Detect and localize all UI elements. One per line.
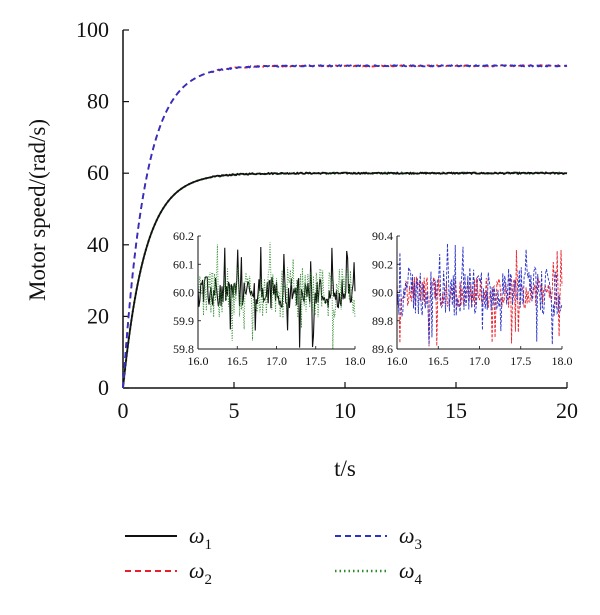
x-tick-label: 5 — [229, 398, 240, 423]
inset-x-tick-label: 17.0 — [266, 354, 287, 368]
y-tick-label: 40 — [87, 232, 109, 257]
y-axis-label: Motor speed/(rad/s) — [25, 119, 50, 301]
inset-y-tick-label: 89.8 — [372, 314, 393, 328]
inset-series-omega3 — [396, 243, 563, 345]
y-tick-label: 20 — [87, 303, 109, 328]
legend-item-omega4: ω4 — [335, 558, 423, 588]
legend-label: ω4 — [399, 558, 423, 588]
legend-item-omega3: ω3 — [335, 523, 422, 553]
series-line-omega3 — [122, 63, 568, 389]
y-tick-label: 0 — [98, 375, 109, 400]
inset-x-tick-label: 16.0 — [387, 354, 408, 368]
inset-x-tick-label: 16.0 — [188, 354, 209, 368]
inset-y-tick-label: 89.6 — [372, 342, 393, 356]
inset-x-tick-label: 18.0 — [552, 354, 573, 368]
inset-x-tick-label: 16.5 — [227, 354, 248, 368]
legend-item-omega1: ω1 — [125, 523, 212, 553]
inset-y-tick-label: 60.1 — [173, 257, 194, 271]
inset-x-tick-label: 16.5 — [428, 354, 449, 368]
legend-label: ω2 — [189, 558, 212, 588]
x-tick-label: 10 — [334, 398, 356, 423]
inset-y-tick-label: 90.4 — [372, 229, 393, 243]
x-axis-label: t/s — [334, 456, 356, 481]
inset-x-tick-label: 17.0 — [469, 354, 490, 368]
inset-series-omega2 — [396, 249, 563, 347]
inset-y-tick-label: 60.2 — [173, 229, 194, 243]
inset-90: 89.6 89.8 90.0 90.2 90.4 16.0 16.5 17.0 17.5 18.0 — [372, 229, 573, 368]
y-tick-label: 60 — [87, 160, 109, 185]
x-tick-label: 0 — [118, 398, 129, 423]
inset-y-tick-label: 90.2 — [372, 257, 393, 271]
inset-x-tick-label: 17.5 — [510, 354, 531, 368]
x-tick-label: 15 — [445, 398, 467, 423]
main-plot-area: 0 20 40 60 80 100 0 5 10 15 20 — [76, 17, 578, 423]
inset-series-omega4 — [197, 242, 356, 349]
inset-y-tick-label: 59.8 — [173, 342, 194, 356]
legend: ω1 ω2 ω3 ω4 — [125, 523, 423, 588]
legend-item-omega2: ω2 — [125, 558, 212, 588]
series-line-omega1 — [122, 171, 568, 389]
inset-60: 59.8 59.9 60.0 60.1 60.2 16.0 16.5 17.0 17.5 18.0 — [173, 229, 366, 368]
inset-y-tick-label: 60.0 — [173, 286, 194, 300]
inset-x-tick-label: 17.5 — [305, 354, 326, 368]
legend-label: ω1 — [189, 523, 212, 553]
inset-x-tick-label: 18.0 — [345, 354, 366, 368]
y-tick-label: 100 — [76, 17, 109, 42]
inset-plots: 59.8 59.9 60.0 60.1 60.2 16.0 16.5 17.0 17.5 18.0… — [173, 229, 573, 368]
x-tick-label: 20 — [556, 398, 578, 423]
legend-label: ω3 — [399, 523, 422, 553]
inset-y-tick-label: 59.9 — [173, 314, 194, 328]
y-tick-label: 80 — [87, 89, 109, 114]
inset-y-tick-label: 90.0 — [372, 286, 393, 300]
